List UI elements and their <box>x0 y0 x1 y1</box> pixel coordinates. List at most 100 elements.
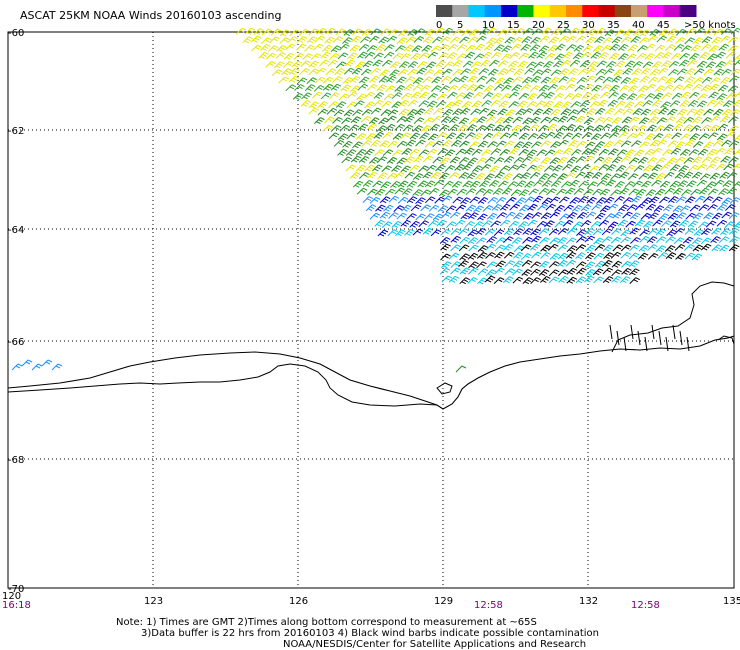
wind-barb <box>565 123 577 131</box>
lon-label: 129 <box>434 596 453 607</box>
wind-barb <box>597 99 609 107</box>
wind-barb <box>517 60 528 68</box>
wind-barb <box>707 53 718 61</box>
wind-barb <box>404 171 416 179</box>
wind-barb <box>608 131 620 139</box>
wind-barb <box>616 149 628 157</box>
wind-barb <box>552 60 564 68</box>
wind-barb <box>532 195 544 203</box>
wind-barb <box>448 275 460 283</box>
wind-barb <box>575 171 586 179</box>
coast-bay-east <box>611 281 735 353</box>
wind-barb <box>381 165 392 173</box>
wind-barb <box>568 68 579 75</box>
wind-barb <box>624 101 635 109</box>
wind-barb <box>330 125 342 132</box>
wind-barb <box>628 116 640 124</box>
wind-barb <box>577 196 589 203</box>
wind-barb <box>717 123 729 131</box>
wind-barb <box>646 157 658 164</box>
wind-barb <box>276 45 287 52</box>
wind-barb <box>678 219 690 227</box>
wind-barb <box>661 51 673 59</box>
wind-barb <box>434 196 445 204</box>
wind-barb <box>368 35 380 43</box>
wind-barb <box>638 37 650 44</box>
wind-barb <box>477 140 489 148</box>
wind-barb <box>703 141 714 149</box>
wind-barb <box>664 187 675 195</box>
wind-barb <box>548 261 560 268</box>
wind-barb <box>620 236 631 244</box>
wind-barb <box>350 116 362 124</box>
wind-barb <box>467 36 479 44</box>
wind-barb <box>304 44 315 52</box>
wind-barb <box>468 28 480 36</box>
wind-barb <box>725 51 737 59</box>
wind-barb <box>602 244 614 252</box>
wind-barb <box>620 140 632 148</box>
wind-barb <box>672 205 684 213</box>
wind-barb <box>717 84 729 92</box>
wind-barb <box>715 163 726 171</box>
wind-barb <box>703 196 714 203</box>
wind-barb <box>467 252 479 260</box>
wind-barb <box>580 204 592 212</box>
wind-barb <box>344 59 356 67</box>
wind-barb <box>529 243 541 251</box>
wind-barb <box>565 237 577 245</box>
wind-barb <box>550 141 561 148</box>
wind-barb <box>652 133 664 140</box>
wind-barb <box>530 228 541 236</box>
wind-barb <box>594 212 606 220</box>
wind-barb <box>644 133 656 141</box>
wind-barb <box>460 212 472 220</box>
wind-barb <box>476 237 487 245</box>
wind-barb <box>369 212 381 220</box>
wind-barb <box>575 276 587 284</box>
wind-barb <box>328 132 340 140</box>
wind-barb <box>385 123 396 131</box>
wind-barb <box>700 84 712 92</box>
wind-barb <box>346 132 357 140</box>
wind-barb <box>630 237 641 244</box>
wind-barb <box>439 85 450 93</box>
wind-barb <box>507 164 519 172</box>
wind-barb <box>548 116 560 124</box>
wind-barb <box>452 28 463 36</box>
wind-barb <box>651 147 663 155</box>
wind-barb <box>632 28 644 36</box>
wind-barb <box>580 220 592 228</box>
wind-barb <box>705 220 717 228</box>
wind-barb <box>467 75 478 83</box>
wind-barb <box>558 275 569 283</box>
wind-barb <box>476 35 487 43</box>
wind-barb <box>557 228 569 235</box>
wind-barb <box>698 187 710 195</box>
wind-barb <box>526 101 537 108</box>
wind-barb <box>364 101 375 109</box>
wind-barb <box>522 277 534 285</box>
wind-barb <box>688 164 699 172</box>
wind-barb <box>439 267 451 275</box>
note-line-3: NOAA/NESDIS/Center for Satellite Applica… <box>283 639 586 650</box>
wind-barb <box>594 141 606 149</box>
wind-barb <box>316 27 327 35</box>
lon-label: 135 <box>723 596 740 607</box>
wind-barb <box>658 213 670 221</box>
wind-barb <box>593 237 604 245</box>
wind-barb <box>406 180 418 188</box>
wind-barb <box>602 267 613 275</box>
wind-barb <box>722 100 734 108</box>
wind-barb <box>676 68 688 76</box>
wind-barb <box>409 220 420 228</box>
wind-barb <box>444 101 456 109</box>
wind-barb <box>675 156 686 164</box>
note-line-1: Note: 1) Times are GMT 2)Times along bot… <box>116 617 537 628</box>
wind-barb <box>402 124 414 132</box>
wind-barb <box>610 236 622 244</box>
wind-barb <box>689 133 700 141</box>
wind-barb <box>494 267 505 275</box>
wind-barb <box>646 124 657 132</box>
wind-barb <box>330 45 342 53</box>
